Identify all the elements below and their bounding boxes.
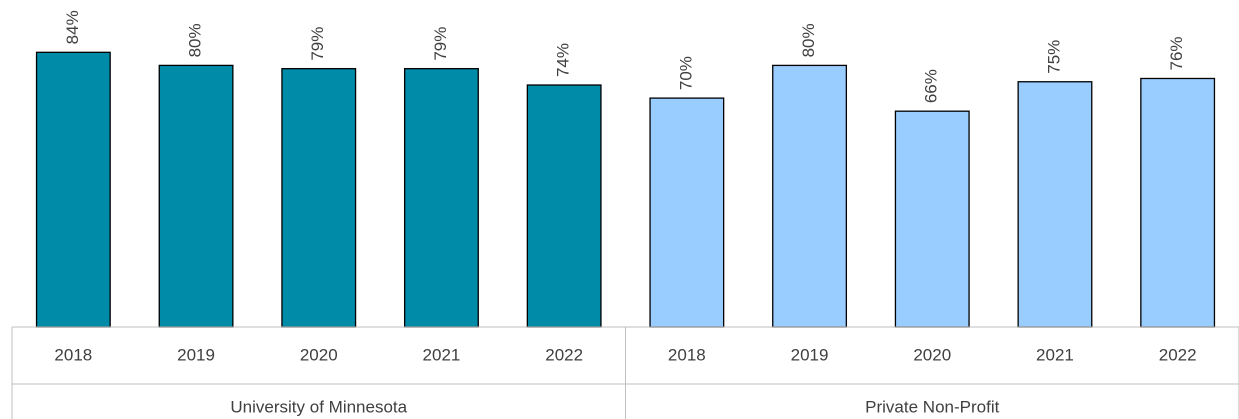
- bar: [403, 68, 479, 328]
- x-tick-label: 2022: [1159, 345, 1197, 364]
- bar: [649, 97, 725, 328]
- x-tick-label: 2021: [423, 345, 461, 364]
- value-label: 66%: [922, 69, 941, 103]
- value-label: 74%: [554, 43, 573, 77]
- x-tick-label: 2018: [54, 345, 92, 364]
- bar: [158, 64, 234, 328]
- value-label: 70%: [676, 56, 695, 90]
- bar: [526, 84, 602, 328]
- group-label: University of Minnesota: [230, 397, 407, 416]
- value-label: 80%: [799, 23, 818, 57]
- x-tick-label: 2021: [1036, 345, 1074, 364]
- bar: [281, 68, 357, 328]
- bar: [1017, 81, 1093, 328]
- group-label: Private Non-Profit: [865, 397, 999, 416]
- x-tick-label: 2018: [668, 345, 706, 364]
- x-tick-label: 2019: [177, 345, 215, 364]
- bar: [1140, 77, 1216, 328]
- x-tick-label: 2019: [791, 345, 829, 364]
- bar: [772, 64, 848, 328]
- x-tick-label: 2022: [545, 345, 583, 364]
- x-tick-label: 2020: [300, 345, 338, 364]
- value-label: 79%: [308, 27, 327, 61]
- x-tick-label: 2020: [913, 345, 951, 364]
- bar: [35, 51, 111, 328]
- bar: [894, 110, 970, 328]
- value-label: 79%: [431, 27, 450, 61]
- value-label: 80%: [186, 23, 205, 57]
- value-label: 76%: [1167, 36, 1186, 70]
- value-label: 84%: [63, 10, 82, 44]
- value-label: 75%: [1044, 40, 1063, 74]
